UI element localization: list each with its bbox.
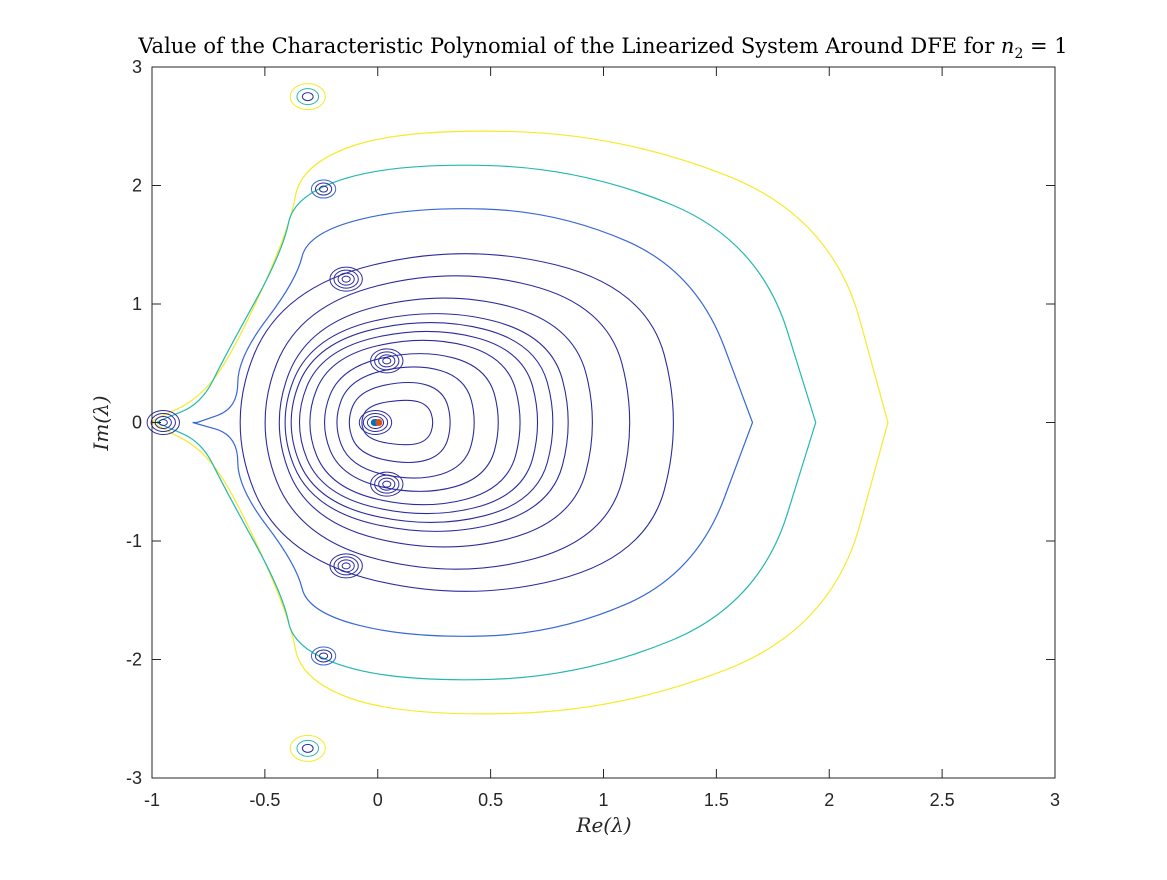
root-loop-2-3 bbox=[289, 734, 326, 762]
root-loop-4-1 bbox=[319, 652, 329, 660]
inner-contour-8 bbox=[323, 353, 499, 492]
root-loop-6-2 bbox=[337, 559, 355, 573]
y-tick-label-5: 2 bbox=[132, 176, 142, 196]
root-loop-8-3 bbox=[374, 474, 400, 494]
root-loop-7-4 bbox=[370, 348, 404, 374]
root-loop-2-2 bbox=[296, 739, 320, 757]
root-marker-2 bbox=[375, 419, 383, 426]
axes-layer: -1 -0.5 0 0.5 1 1.5 2 2.5 3 -3 -2 -1 0 1 2 3 bbox=[126, 57, 1060, 810]
inner-contour-3 bbox=[278, 297, 593, 548]
chart-title: Value of the Characteristic Polynomial o… bbox=[137, 34, 1067, 62]
root-loop-6-3 bbox=[333, 556, 359, 576]
x-tick-label-6: 2 bbox=[824, 790, 834, 810]
root-loop-9-3 bbox=[150, 413, 176, 432]
inner-contour-1 bbox=[239, 253, 674, 592]
inner-contour-2 bbox=[264, 275, 631, 570]
root-loop-6-4 bbox=[329, 553, 363, 579]
root-loop-7-3 bbox=[374, 351, 400, 371]
root-loop-6-1 bbox=[341, 562, 351, 570]
root-loop-2-1 bbox=[301, 743, 314, 753]
inner-contour-4 bbox=[284, 313, 569, 532]
x-tick-label-8: 3 bbox=[1050, 790, 1060, 810]
plot-frame bbox=[151, 66, 1056, 779]
x-tick-label-4: 1 bbox=[598, 790, 608, 810]
inner-contour-10 bbox=[348, 381, 451, 464]
contour-layer bbox=[146, 83, 889, 762]
root-loop-5-4 bbox=[329, 266, 363, 292]
root-loop-3-3 bbox=[310, 179, 337, 199]
root-loop-10-4 bbox=[358, 410, 393, 435]
root-loop-8-2 bbox=[378, 477, 396, 491]
root-loop-8-4 bbox=[370, 471, 404, 497]
root-loop-4-3 bbox=[310, 646, 337, 666]
root-loop-1-3 bbox=[289, 83, 326, 111]
inner-contour-5 bbox=[290, 322, 554, 523]
x-tick-label-0: -1 bbox=[144, 790, 160, 810]
blue-contour bbox=[192, 208, 754, 637]
root-loop-4-2 bbox=[314, 649, 333, 663]
marker-layer bbox=[370, 419, 383, 426]
y-tick-label-0: -3 bbox=[126, 768, 142, 788]
root-loop-5-2 bbox=[337, 272, 355, 286]
y-tick-label-4: 1 bbox=[132, 294, 142, 314]
root-loop-8-1 bbox=[382, 480, 392, 488]
cyan-contour bbox=[155, 164, 817, 681]
x-tick-label-3: 0.5 bbox=[478, 790, 503, 810]
root-loop-9-4 bbox=[146, 410, 180, 435]
root-loop-10-2 bbox=[366, 416, 385, 429]
root-loop-5-1 bbox=[341, 275, 351, 283]
x-tick-label-2: 0 bbox=[373, 790, 383, 810]
root-loop-3-1 bbox=[319, 185, 329, 193]
x-tick-label-7: 2.5 bbox=[930, 790, 955, 810]
root-loop-7-1 bbox=[382, 357, 392, 365]
x-axis-label: Re(λ) bbox=[575, 813, 631, 837]
root-loop-7-2 bbox=[378, 354, 396, 368]
y-tick-label-6: 3 bbox=[132, 57, 142, 77]
y-tick-label-2: -1 bbox=[126, 531, 142, 551]
root-loop-1-2 bbox=[296, 88, 320, 106]
x-tick-label-1: -0.5 bbox=[249, 790, 280, 810]
x-tick-label-5: 1.5 bbox=[704, 790, 729, 810]
y-tick-label-3: 0 bbox=[132, 413, 142, 433]
text-layer: Value of the Characteristic Polynomial o… bbox=[89, 34, 1068, 837]
inner-contour-7 bbox=[309, 339, 521, 506]
yellow-contour bbox=[150, 130, 889, 715]
root-loop-5-3 bbox=[333, 269, 359, 289]
root-loop-10-3 bbox=[362, 413, 389, 432]
inner-contour-9 bbox=[336, 366, 475, 479]
y-tick-label-1: -2 bbox=[126, 650, 142, 670]
root-loop-3-2 bbox=[314, 182, 333, 196]
inner-contour-6 bbox=[299, 330, 539, 515]
root-loop-1-1 bbox=[301, 92, 314, 102]
y-axis-label: Im(λ) bbox=[89, 395, 113, 451]
